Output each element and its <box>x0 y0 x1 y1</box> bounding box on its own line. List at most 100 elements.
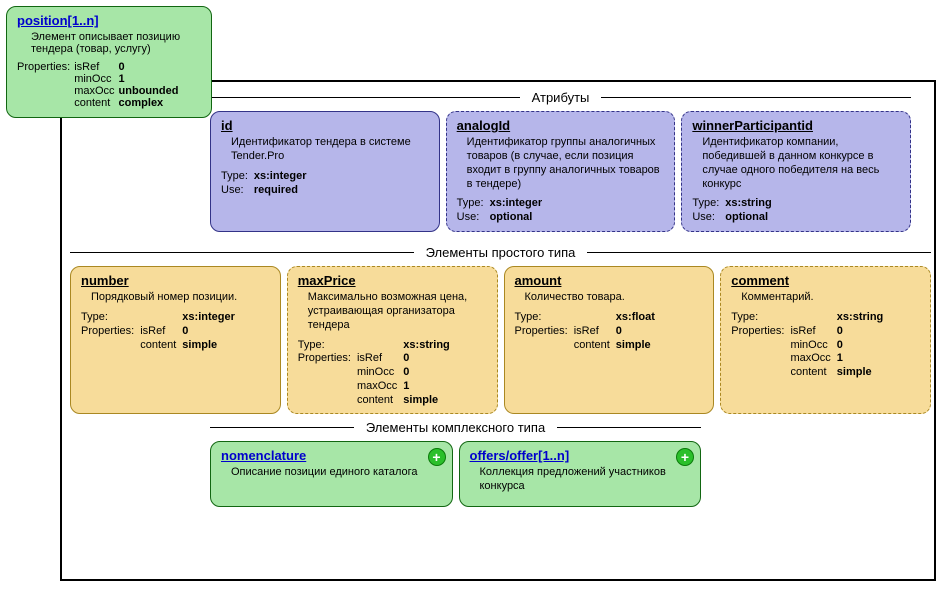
attr-row-val: xs:string <box>725 197 777 211</box>
section-simple-label: Элементы простого типа <box>414 245 588 260</box>
attr-title: winnerParticipantid <box>692 118 900 134</box>
attr-row-val: optional <box>490 211 549 225</box>
attr-desc: Идентификатор тендера в системе Tender.P… <box>231 136 429 164</box>
simple-prop-key: isRef <box>357 352 403 366</box>
section-attributes-label: Атрибуты <box>520 90 602 105</box>
simple-prop-val: 0 <box>616 325 661 339</box>
root-title[interactable]: position[1..n] <box>17 13 201 28</box>
section-simple-elements: Элементы простого типа number Порядковый … <box>70 245 931 414</box>
simple-prop-val: 0 <box>403 352 455 366</box>
simple-prop-key: maxOcc <box>357 380 403 394</box>
root-prop-val: unbounded <box>119 85 183 97</box>
complex-title[interactable]: offers/offer[1..n] <box>470 448 691 464</box>
root-prop-key: maxOcc <box>74 85 118 97</box>
expand-icon[interactable]: + <box>428 448 446 466</box>
attr-desc: Идентификатор компании, победившей в дан… <box>702 136 900 191</box>
simple-props-label: Properties: <box>81 325 140 339</box>
rule <box>70 252 414 253</box>
simple-prop-val: simple <box>182 339 241 353</box>
root-prop-key: content <box>74 97 118 109</box>
simple-prop-val: 0 <box>403 366 455 380</box>
root-props-label: Properties: <box>17 61 74 73</box>
attr-row-val: required <box>254 184 313 198</box>
simple-prop-key: minOcc <box>790 339 836 353</box>
simple-prop-key: content <box>574 339 616 353</box>
attr-row-val: optional <box>725 211 777 225</box>
attr-row-key: Type: <box>457 197 490 211</box>
simple-card-maxprice: maxPrice Максимально возможная цена, устр… <box>287 266 498 414</box>
simple-type-val: xs:float <box>616 311 661 325</box>
root-prop-key: minOcc <box>74 73 118 85</box>
simple-card-comment: comment Комментарий. Type: xs:string Propert… <box>720 266 931 414</box>
simple-type-key: Type: <box>515 311 574 325</box>
simple-prop-val: 0 <box>837 339 889 353</box>
simple-prop-val: simple <box>403 394 455 408</box>
simple-type-val: xs:integer <box>182 311 241 325</box>
complex-title[interactable]: nomenclature <box>221 448 442 464</box>
simple-card-amount: amountКоличество товара.Type:xs:floatPro… <box>504 266 715 414</box>
attr-row-key: Use: <box>457 211 490 225</box>
attr-row-key: Type: <box>692 197 725 211</box>
simple-type-val: xs:string <box>837 311 889 325</box>
complex-desc: Коллекция предложений участников конкурс… <box>480 466 691 494</box>
root-prop-val: 0 <box>119 61 183 73</box>
expand-icon[interactable]: + <box>676 448 694 466</box>
root-prop-key: isRef <box>74 61 118 73</box>
simple-prop-key: content <box>357 394 403 408</box>
rule <box>210 427 354 428</box>
simple-desc: Комментарий. <box>741 291 920 305</box>
simple-prop-key: content <box>790 366 836 380</box>
simple-props-label: Properties: <box>298 352 357 366</box>
simple-prop-val: 0 <box>182 325 241 339</box>
section-complex-label: Элементы комплексного типа <box>354 420 557 435</box>
simple-card-number: number Порядковый номер позиции. Type: xs:i… <box>70 266 281 414</box>
rule <box>587 252 931 253</box>
root-element-position: position[1..n] Элемент описывает позицию… <box>6 6 212 118</box>
simple-prop-val: 0 <box>837 325 889 339</box>
root-prop-val: complex <box>119 97 183 109</box>
root-prop-val: 1 <box>119 73 183 85</box>
simple-desc: Количество товара. <box>525 291 704 305</box>
rule <box>210 97 520 98</box>
complex-card-offers: +offers/offer[1..n] Коллекция предложений… <box>459 441 702 507</box>
attr-desc: Идентификатор группы аналогичных товаров… <box>467 136 665 191</box>
simple-prop-key: isRef <box>574 325 616 339</box>
simple-prop-val: 1 <box>837 352 889 366</box>
simple-props-label: Properties: <box>731 325 790 339</box>
attr-row-val: xs:integer <box>490 197 549 211</box>
simple-prop-val: 1 <box>403 380 455 394</box>
simple-type-key: Type: <box>298 339 357 353</box>
simple-prop-key: isRef <box>790 325 836 339</box>
attr-row-key: Use: <box>692 211 725 225</box>
attr-row-key: Type: <box>221 170 254 184</box>
simple-desc: Порядковый номер позиции. <box>91 291 270 305</box>
complex-card-nomenclature: +nomenclature Описание позиции единого ка… <box>210 441 453 507</box>
simple-title: maxPrice <box>298 273 487 289</box>
attr-row-val: xs:integer <box>254 170 313 184</box>
section-attributes: Атрибуты id Идентификатор тендера в систе… <box>210 90 911 232</box>
simple-type-key: Type: <box>81 311 140 325</box>
attr-card-id: id Идентификатор тендера в системе Tender… <box>210 111 440 232</box>
simple-type-val: xs:string <box>403 339 455 353</box>
simple-prop-val: simple <box>616 339 661 353</box>
simple-title: amount <box>515 273 704 289</box>
attr-title: analogId <box>457 118 665 134</box>
root-desc: Элемент описывает позицию тендера (товар… <box>31 31 201 55</box>
rule <box>601 97 911 98</box>
simple-prop-key: maxOcc <box>790 352 836 366</box>
complex-desc: Описание позиции единого каталога <box>231 466 442 480</box>
simple-prop-key: isRef <box>140 325 182 339</box>
simple-title: number <box>81 273 270 289</box>
simple-prop-val: simple <box>837 366 889 380</box>
simple-type-key: Type: <box>731 311 790 325</box>
section-complex-elements: Элементы комплексного типа +nomenclature… <box>210 420 701 507</box>
simple-title: comment <box>731 273 920 289</box>
rule <box>557 427 701 428</box>
attr-title: id <box>221 118 429 134</box>
attr-row-key: Use: <box>221 184 254 198</box>
simple-desc: Максимально возможная цена, устраивающая… <box>308 291 487 332</box>
attr-card-winnerparticipantid: winnerParticipantid Идентификатор компани… <box>681 111 911 232</box>
simple-prop-key: minOcc <box>357 366 403 380</box>
attr-card-analogid: analogId Идентификатор группы аналогичных… <box>446 111 676 232</box>
simple-prop-key: content <box>140 339 182 353</box>
